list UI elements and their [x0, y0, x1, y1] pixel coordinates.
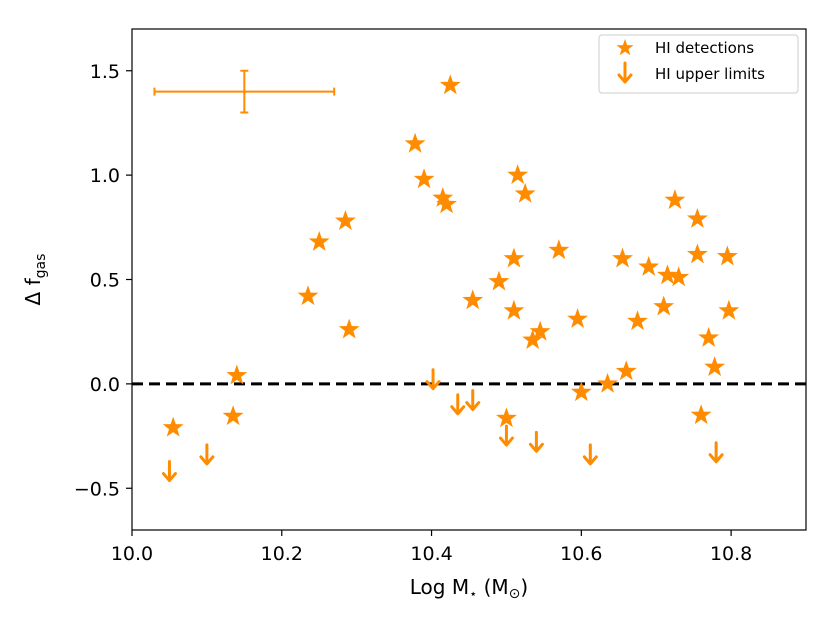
hi-upper-limit-arrow-head: [425, 380, 441, 391]
hi-upper-limit-point: [498, 424, 514, 447]
chart-axes: 10.0 10.2 10.4 10.6 10.8 −0.5 0.0 0.5 1.0 1.5 Log …: [21, 61, 752, 602]
hi-upper-limit-point: [199, 443, 215, 466]
hi-detection-point: [718, 299, 740, 320]
hi-detection-point: [567, 308, 589, 329]
hi-detection-point: [495, 407, 517, 428]
legend-arrow-icon: [617, 61, 633, 84]
legend-label-detections: HI detections: [655, 39, 754, 57]
hi-detection-point: [638, 255, 660, 276]
x-axis-label: Log M⋆ (M⊙): [410, 575, 528, 602]
hi-detection-point: [656, 264, 678, 285]
hi-detection-point: [704, 356, 726, 377]
hi-detection-point: [698, 326, 720, 347]
x-tick-label: 10.4: [410, 543, 452, 565]
hi-upper-limit-arrow-head: [708, 453, 724, 464]
legend-box: [598, 34, 799, 94]
hi-detection-point: [226, 364, 248, 385]
hi-detection-point: [548, 239, 570, 260]
hi-detection-point: [222, 405, 244, 426]
y-tick-label: 1.0: [90, 165, 120, 187]
hi-detection-point: [668, 266, 690, 287]
hi-upper-limit-point: [425, 368, 441, 391]
x-tick-label: 10.8: [710, 543, 752, 565]
x-tick-label: 10.6: [560, 543, 602, 565]
hi-upper-limit-arrow-head: [465, 401, 481, 412]
hi-detection-point: [439, 74, 461, 95]
hi-detection-point: [612, 247, 633, 268]
hi-detection-point: [413, 168, 435, 189]
hi-detection-point: [570, 381, 592, 402]
hi-detection-point: [404, 132, 426, 153]
hi-detection-point: [297, 285, 319, 306]
hi-upper-limit-arrow-head: [199, 455, 215, 466]
hi-detection-point: [686, 207, 708, 228]
y-tick-label: 1.5: [90, 61, 120, 83]
hi-detection-point: [462, 289, 484, 310]
hi-upper-limit-point: [465, 389, 481, 412]
hi-detection-point: [503, 299, 525, 320]
chart-marks: [132, 69, 806, 483]
hi-detection-point: [432, 187, 454, 207]
hi-detection-point: [597, 372, 619, 393]
plot-frame: [131, 28, 807, 531]
chart-legend: HI detections HI upper limits: [598, 34, 799, 94]
legend-star-icon: [616, 39, 634, 56]
hi-detection-point: [488, 270, 510, 291]
hi-detection-point: [507, 164, 529, 185]
hi-detection-point: [615, 360, 637, 381]
hi-detection-point: [338, 318, 360, 339]
x-tick-label: 10.0: [111, 543, 153, 565]
hi-detection-point: [162, 416, 184, 437]
hi-upper-limit-point: [582, 443, 598, 466]
hi-upper-limit-arrow-head: [450, 405, 466, 416]
hi-upper-limit-arrow-head: [161, 472, 177, 483]
hi-upper-limit-point: [528, 430, 544, 453]
y-axis-label: Δ fgas: [21, 254, 49, 306]
hi-detection-point: [653, 295, 675, 316]
hi-detection-point: [514, 182, 536, 203]
hi-detection-point: [716, 245, 738, 266]
x-tick-label: 10.2: [261, 543, 303, 565]
hi-detection-point: [627, 310, 648, 331]
hi-detection-point: [334, 210, 356, 230]
hi-detection-point: [308, 230, 330, 251]
legend-label-upper-limits: HI upper limits: [655, 65, 765, 83]
hi-upper-limit-arrow-head: [582, 455, 598, 466]
hi-detection-point: [664, 189, 686, 210]
hi-detection-point: [522, 329, 544, 349]
y-tick-label: 0.0: [90, 374, 120, 396]
hi-upper-limit-point: [708, 441, 724, 464]
hi-detection-point: [529, 320, 551, 341]
y-tick-label: 0.5: [90, 270, 120, 292]
hi-upper-limit-arrow-head: [498, 436, 514, 447]
hi-upper-limit-point: [161, 460, 177, 483]
hi-detection-point: [503, 247, 525, 268]
hi-detection-point: [436, 193, 457, 214]
hi-detection-point: [686, 243, 708, 264]
hi-detection-point: [690, 404, 712, 425]
hi-upper-limit-point: [450, 393, 466, 416]
y-tick-label: −0.5: [74, 478, 120, 500]
legend-arrow-head: [617, 73, 633, 84]
hi-upper-limit-arrow-head: [528, 442, 544, 453]
